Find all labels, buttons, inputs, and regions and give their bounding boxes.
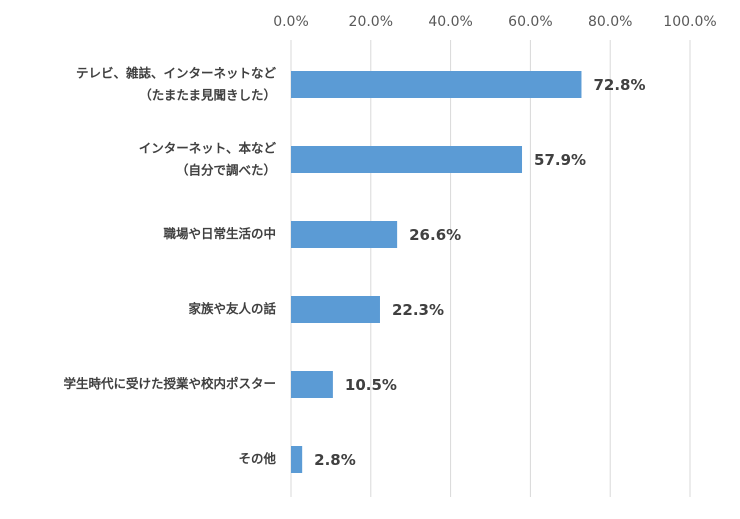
bar xyxy=(291,221,398,248)
category-label-line: インターネット、本など xyxy=(139,140,277,155)
bar xyxy=(291,146,523,173)
x-tick-label: 80.0% xyxy=(588,14,632,30)
category-label: 職場や日常生活の中 xyxy=(163,226,276,241)
category-label-line: （自分で調べた） xyxy=(176,162,276,177)
bar xyxy=(291,71,582,98)
x-tick-label: 0.0% xyxy=(273,14,309,30)
value-label: 57.9% xyxy=(534,151,586,169)
x-tick-label: 100.0% xyxy=(663,14,716,30)
category-label: その他 xyxy=(238,451,276,466)
category-label-line: テレビ、雑誌、インターネットなど xyxy=(76,65,277,80)
value-label: 26.6% xyxy=(409,226,461,244)
value-label: 2.8% xyxy=(314,451,356,469)
value-label: 72.8% xyxy=(593,76,645,94)
category-label: テレビ、雑誌、インターネットなど （たまたま見聞きした） xyxy=(76,65,277,102)
category-label: インターネット、本など （自分で調べた） xyxy=(139,140,277,177)
bar xyxy=(291,371,333,398)
category-label: 学生時代に受けた授業や校内ポスター xyxy=(63,376,276,391)
x-tick-label: 60.0% xyxy=(508,14,552,30)
value-label: 22.3% xyxy=(392,301,444,319)
value-label: 10.5% xyxy=(345,376,397,394)
category-label-line: （たまたま見聞きした） xyxy=(139,87,276,102)
bar xyxy=(291,296,380,323)
x-tick-label: 20.0% xyxy=(349,14,393,30)
x-tick-label: 40.0% xyxy=(428,14,472,30)
bar xyxy=(291,446,303,473)
category-label: 家族や友人の話 xyxy=(188,301,276,316)
